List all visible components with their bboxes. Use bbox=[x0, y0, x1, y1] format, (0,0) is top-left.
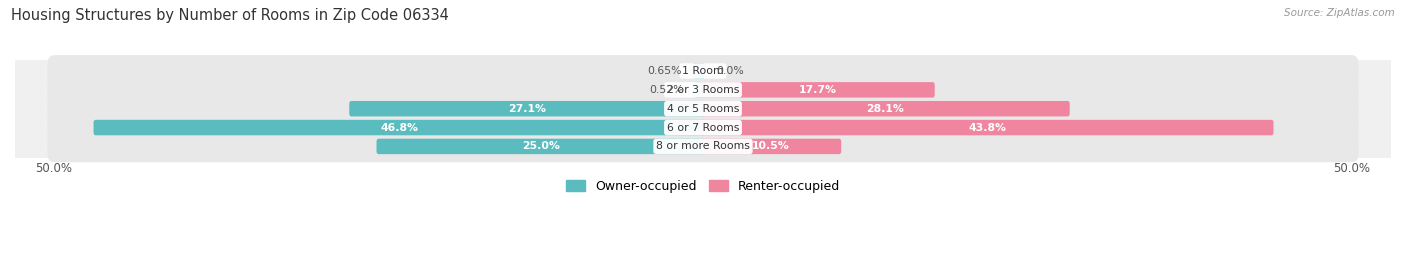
FancyBboxPatch shape bbox=[48, 74, 1358, 106]
FancyBboxPatch shape bbox=[693, 63, 704, 79]
FancyBboxPatch shape bbox=[702, 120, 1274, 135]
Text: Source: ZipAtlas.com: Source: ZipAtlas.com bbox=[1284, 8, 1395, 18]
Text: 0.0%: 0.0% bbox=[716, 66, 744, 76]
Text: 0.52%: 0.52% bbox=[648, 85, 683, 95]
FancyBboxPatch shape bbox=[702, 82, 935, 97]
Text: 4 or 5 Rooms: 4 or 5 Rooms bbox=[666, 104, 740, 114]
Legend: Owner-occupied, Renter-occupied: Owner-occupied, Renter-occupied bbox=[567, 180, 839, 193]
Text: 17.7%: 17.7% bbox=[799, 85, 837, 95]
Text: 43.8%: 43.8% bbox=[969, 123, 1007, 133]
Text: 10.5%: 10.5% bbox=[752, 141, 790, 151]
FancyBboxPatch shape bbox=[377, 139, 704, 154]
Text: 27.1%: 27.1% bbox=[508, 104, 546, 114]
FancyBboxPatch shape bbox=[94, 120, 704, 135]
FancyBboxPatch shape bbox=[349, 101, 704, 116]
FancyBboxPatch shape bbox=[702, 101, 1070, 116]
Text: 25.0%: 25.0% bbox=[522, 141, 560, 151]
Text: 1 Room: 1 Room bbox=[682, 66, 724, 76]
Text: 46.8%: 46.8% bbox=[380, 123, 418, 133]
Text: 28.1%: 28.1% bbox=[866, 104, 904, 114]
FancyBboxPatch shape bbox=[48, 112, 1358, 143]
Text: 8 or more Rooms: 8 or more Rooms bbox=[657, 141, 749, 151]
FancyBboxPatch shape bbox=[48, 93, 1358, 124]
Text: 0.65%: 0.65% bbox=[647, 66, 682, 76]
FancyBboxPatch shape bbox=[702, 139, 841, 154]
FancyBboxPatch shape bbox=[48, 131, 1358, 162]
FancyBboxPatch shape bbox=[48, 55, 1358, 87]
Text: 2 or 3 Rooms: 2 or 3 Rooms bbox=[666, 85, 740, 95]
FancyBboxPatch shape bbox=[695, 82, 704, 97]
Text: Housing Structures by Number of Rooms in Zip Code 06334: Housing Structures by Number of Rooms in… bbox=[11, 8, 449, 23]
Text: 6 or 7 Rooms: 6 or 7 Rooms bbox=[666, 123, 740, 133]
